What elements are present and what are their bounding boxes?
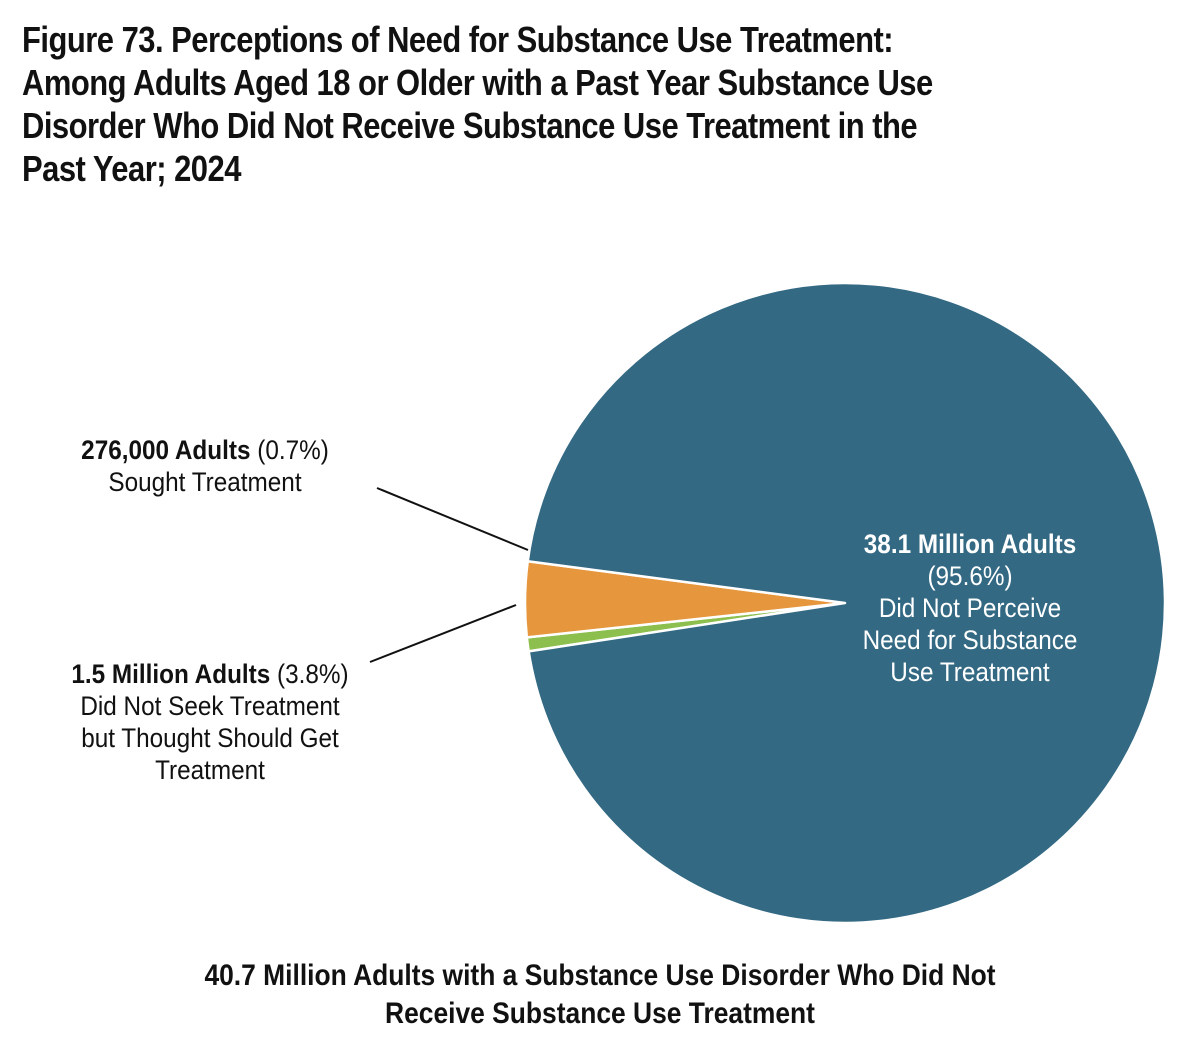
slice-description: Did Not Perceive [878,593,1062,623]
slice-label-did-not-perceive-need: 38.1 Million Adults (95.6%) Did Not Perc… [817,528,1123,688]
pie-slices [523,281,1167,925]
leader-line-did-not-seek-treatment [369,604,517,663]
slice-percent: (95.6%) [927,561,1013,591]
slice-description: Use Treatment [890,657,1050,687]
chart-total-label-line: Receive Substance Use Treatment [385,997,815,1030]
slice-percent: (3.8%) [277,659,349,689]
chart-title-line: Among Adults Aged 18 or Older with a Pas… [22,62,933,103]
slice-count: 276,000 Adults [81,435,251,465]
slice-description: Need for Substance [862,625,1078,655]
leader-line-sought-treatment [376,487,529,551]
pie-slice-did-not-perceive-need [526,281,1167,925]
slice-label-did-not-seek-treatment: 1.5 Million Adults (3.8%) Did Not Seek T… [39,658,381,786]
chart-title: Figure 73. Perceptions of Need for Subst… [22,18,1020,190]
slice-description: Treatment [155,755,265,785]
slice-description: Sought Treatment [108,467,302,497]
chart-total-label: 40.7 Million Adults with a Substance Use… [125,957,1075,1033]
chart-title-line: Disorder Who Did Not Receive Substance U… [22,105,918,146]
slice-label-sought-treatment: 276,000 Adults (0.7%) Sought Treatment [57,434,354,498]
chart-title-line: Past Year; 2024 [22,148,241,189]
slice-description: Did Not Seek Treatment [80,691,340,721]
slice-percent: (0.7%) [257,435,329,465]
slice-count: 1.5 Million Adults [71,659,271,689]
slice-description: but Thought Should Get [81,723,339,753]
slice-count: 38.1 Million Adults [863,529,1077,559]
chart-title-line: Figure 73. Perceptions of Need for Subst… [22,19,894,60]
chart-total-label-line: 40.7 Million Adults with a Substance Use… [204,959,996,992]
